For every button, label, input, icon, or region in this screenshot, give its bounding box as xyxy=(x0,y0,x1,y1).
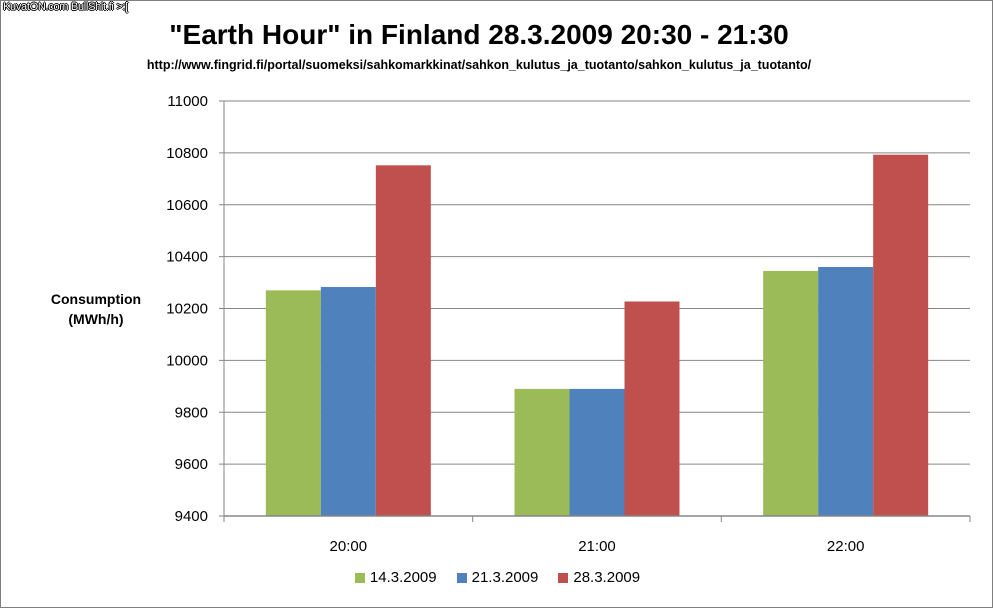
legend-label: 21.3.2009 xyxy=(471,569,539,586)
y-tick-label: 11000 xyxy=(167,93,208,110)
chart-subtitle: http://www.fingrid.fi/portal/suomeksi/sa… xyxy=(146,58,812,72)
y-tick-label: 9600 xyxy=(175,456,208,473)
bar xyxy=(375,165,431,516)
chart-title: "Earth Hour" in Finland 28.3.2009 20:30 … xyxy=(169,19,789,50)
legend-swatch xyxy=(456,572,467,583)
legend-swatch xyxy=(558,572,569,583)
y-tick-label: 10400 xyxy=(166,249,208,266)
legend-entry: 14.3.2009 xyxy=(354,569,437,586)
bar xyxy=(265,290,321,516)
legend-entry: 21.3.2009 xyxy=(456,569,539,586)
legend-entry: 28.3.2009 xyxy=(558,569,640,586)
watermark: KuvatON.com BullShit.fi >:[ xyxy=(3,1,128,13)
legend-swatch xyxy=(354,572,365,583)
y-axis-label-line2: (MWh/h) xyxy=(68,311,124,327)
y-tick-label: 10800 xyxy=(166,145,208,162)
bar xyxy=(569,388,625,516)
x-tick-label: 21:00 xyxy=(578,538,616,555)
y-tick-label: 9400 xyxy=(175,508,208,525)
bar xyxy=(320,286,376,516)
legend-label: 14.3.2009 xyxy=(369,569,437,586)
y-axis-label-line1: Consumption xyxy=(50,291,142,307)
bar xyxy=(514,388,570,516)
y-tick-label: 10000 xyxy=(166,352,208,369)
y-tick-label: 10600 xyxy=(166,197,208,214)
bar xyxy=(763,270,819,516)
x-tick-label: 20:00 xyxy=(330,538,368,555)
bar xyxy=(624,301,680,516)
legend: 14.3.2009 21.3.2009 28.3.2009 xyxy=(1,569,993,586)
x-tick-label: 22:00 xyxy=(827,538,865,555)
legend-label: 28.3.2009 xyxy=(573,569,641,586)
bar xyxy=(818,267,874,516)
y-axis-label: Consumption (MWh/h) xyxy=(31,289,161,329)
y-tick-label: 10200 xyxy=(166,301,208,318)
bar xyxy=(873,154,929,517)
y-tick-label: 9800 xyxy=(175,404,208,421)
